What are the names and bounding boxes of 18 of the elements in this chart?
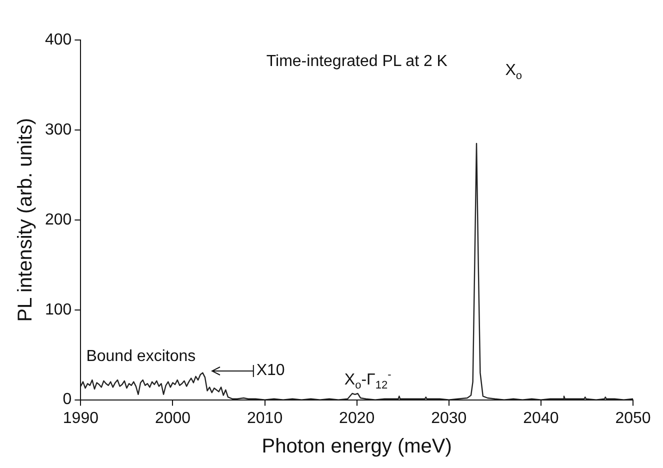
- annotation: Bound excitons: [86, 348, 196, 366]
- y-tick-label: 400: [44, 31, 72, 48]
- y-tick-label: 200: [44, 211, 72, 228]
- x-tick-label: 2030: [431, 410, 467, 427]
- x-axis-title: Photon energy (meV): [262, 436, 452, 458]
- annotation: X$_{o}$: [505, 62, 522, 82]
- x-tick-label: 2020: [339, 410, 375, 427]
- x-tick-label: 2010: [247, 410, 283, 427]
- y-tick-label: 0: [62, 391, 72, 408]
- y-tick-label: 300: [44, 121, 72, 138]
- x-tick-label: 2050: [615, 410, 651, 427]
- x-tick-label: 1990: [62, 410, 99, 427]
- x-tick-label: 2040: [523, 410, 559, 427]
- y-tick-label: 100: [44, 301, 72, 318]
- annotation: X10: [256, 362, 285, 380]
- y-axis-title: PL intensity (arb. units): [14, 118, 37, 322]
- x-tick-label: 2000: [154, 410, 191, 427]
- text: Time-integrated PL at 2 K: [266, 53, 448, 72]
